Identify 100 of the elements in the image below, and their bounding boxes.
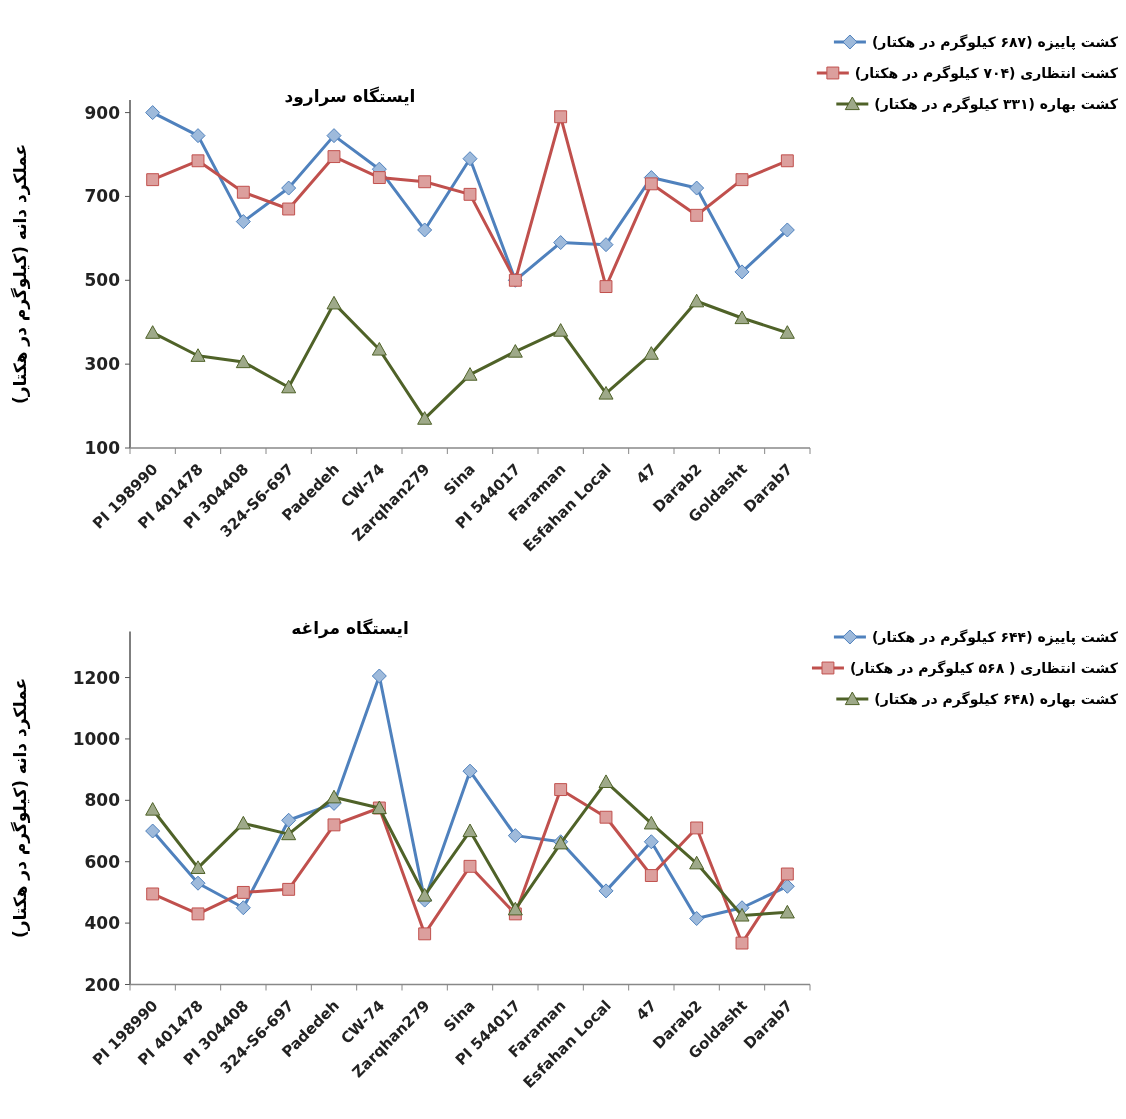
legend-label: کشت انتظاری (۷۰۴ کیلوگرم در هکتار) [854,65,1119,82]
legend-label: کشت بهاره (۳۳۱ کیلوگرم در هکتار) [874,96,1119,113]
point [689,911,705,926]
x-tick-label: 47 [632,460,661,488]
legend-label: کشت پاییزه (۶۴۴ کیلوگرم در هکتار) [871,629,1119,646]
point [735,173,749,187]
point [327,818,341,832]
y-tick-label: 600 [84,851,121,872]
point [598,385,614,400]
point [281,812,297,828]
point [371,668,387,684]
point [326,789,342,804]
legend-label: کشت بهاره (۶۴۸ کیلوگرم در هکتار) [874,691,1119,708]
x-tick-label: 47 [632,996,661,1025]
point [644,177,658,191]
point [235,900,251,916]
chart-title: ایستگاه سرارود [284,86,416,107]
y-tick-label: 500 [84,270,121,291]
point [507,828,523,844]
point [554,110,568,124]
point [462,823,478,838]
point [281,379,297,394]
point [146,173,160,187]
y-tick-label: 1000 [72,728,121,749]
point [462,763,478,779]
point [417,222,433,238]
point [689,180,705,196]
point [417,887,433,902]
point [190,348,206,362]
y-axis-title: عملکرد دانه (کیلوگرم در هکتار) [10,143,31,405]
point [281,826,297,841]
point [690,208,704,222]
point [734,907,750,922]
point [418,175,432,189]
point [779,222,795,238]
y-axis-title: عملکرد دانه (کیلوگرم در هکتار) [10,677,31,939]
y-tick-label: 100 [84,438,121,458]
point [372,171,386,185]
point [371,341,387,356]
point [235,815,251,830]
point [689,293,705,308]
point [599,280,613,294]
point [282,202,296,216]
point [598,237,614,253]
point [190,860,206,874]
point [463,187,477,201]
point [236,885,250,899]
y-tick-label: 200 [84,974,121,995]
point [598,883,614,899]
point [780,867,794,881]
point [146,887,160,901]
legend-label: کشت انتظاری ( ۵۶۸ کیلوگرم در هکتار) [849,660,1119,677]
point [281,180,297,196]
point [145,802,161,816]
point [190,128,206,144]
point [145,325,161,339]
point [417,411,433,425]
point [462,151,478,167]
legend-label: کشت پاییزه (۶۸۷ کیلوگرم در هکتار) [871,34,1119,51]
point [326,295,342,310]
point [507,344,523,358]
point [553,235,569,251]
point [644,869,658,882]
point [190,875,206,891]
y-tick-label: 800 [84,790,121,811]
y-tick-label: 700 [84,186,121,207]
point [780,154,794,168]
point [779,878,795,894]
point [235,214,251,230]
point [145,105,161,121]
point [779,325,795,339]
point [191,154,205,168]
point [327,150,341,164]
point [598,774,614,789]
point [734,264,750,280]
point [735,936,749,950]
point [236,185,250,199]
point [599,810,613,824]
point [191,907,205,921]
point [418,927,432,941]
chart-title: ایستگاه مراغه [291,617,409,639]
y-tick-label: 400 [84,913,121,934]
point [689,855,705,870]
point [235,354,251,369]
point [553,323,569,337]
y-tick-label: 900 [84,102,121,123]
point [462,367,478,381]
point [326,128,342,144]
point [507,901,523,916]
point [463,859,477,873]
point [779,904,795,919]
y-tick-label: 300 [84,354,121,375]
point [734,310,750,325]
point [282,882,296,896]
point [690,821,704,835]
point [643,834,659,850]
y-tick-label: 1200 [72,667,121,688]
point [643,815,659,830]
point [554,783,568,797]
point [145,823,161,839]
